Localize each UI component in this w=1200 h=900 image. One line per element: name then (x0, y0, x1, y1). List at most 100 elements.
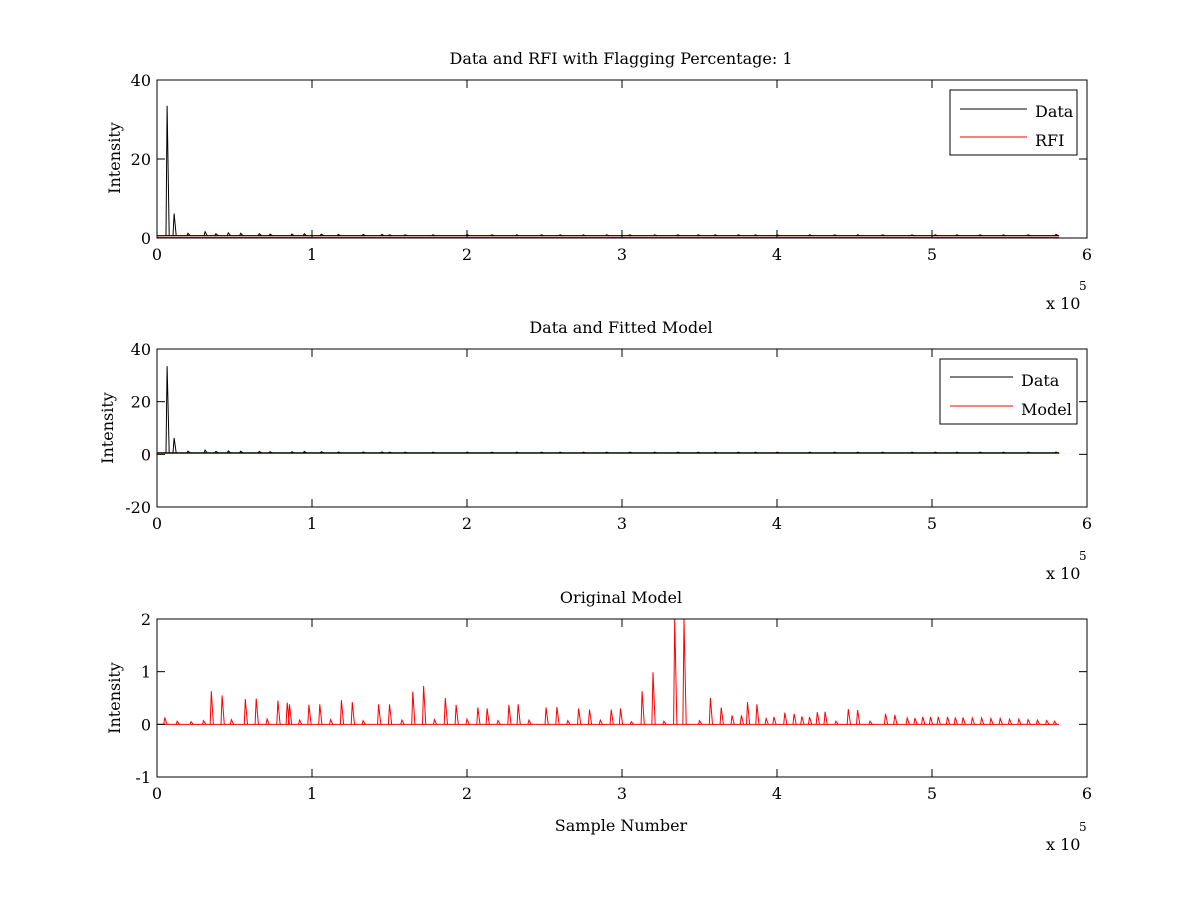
panel-2-data-spike-7 (257, 450, 262, 454)
panel-2-data-spike-39 (955, 451, 960, 454)
panel-1-xtick-label-5: 5 (927, 245, 937, 264)
panel-2-multiplier: x 10 5 (1046, 549, 1087, 583)
panel-3-model-spike-41 (609, 709, 614, 725)
panel-1-title: Data and RFI with Flagging Percentage: 1 (449, 49, 792, 68)
panel-3-model-spike-7 (243, 699, 248, 725)
panel-3-model-spike-52 (730, 715, 735, 725)
panel-3-model-spike-0 (163, 717, 168, 725)
panel-1-xtick-label-2: 2 (462, 245, 472, 264)
panel-3-model-spike-28 (465, 717, 470, 725)
panel-3-model-spike-8 (254, 698, 259, 725)
panel-1-data-spike-3 (203, 230, 208, 236)
panel-3-title: Original Model (560, 588, 682, 607)
panel-3-model-spike-21 (387, 704, 393, 725)
panel-3-model-spike-63 (823, 711, 828, 725)
panel-2-data-spike-42 (1026, 451, 1031, 454)
panel-1-data-spike-26 (653, 234, 657, 237)
panel-3-model-spike-20 (377, 704, 382, 725)
panel-3-model-spike-49 (697, 719, 703, 725)
panel-2-data-spike-14 (380, 451, 385, 454)
panel-3-model-spike-78 (970, 716, 975, 725)
panel-3-model-spike-58 (783, 712, 788, 725)
panel-1-data-spike-19 (490, 234, 495, 237)
panel-1-xtick-label-6: 6 (1082, 245, 1092, 264)
panel-2-data-spike-8 (268, 451, 273, 454)
panel-3-model-spike-15 (318, 704, 323, 725)
panel-3-model-spike-71 (913, 717, 918, 725)
panel-3-model-spike-81 (998, 716, 1003, 725)
panel-3-model-spike-62 (815, 712, 820, 725)
panel-2-xtick-label-1: 1 (307, 514, 317, 533)
panel-2-data-spike-37 (910, 451, 915, 454)
panel-3-model-spike-36 (555, 706, 560, 725)
panel-2-ytick-label-1: 0 (141, 445, 151, 464)
panel-2-data-spike-16 (403, 451, 408, 454)
panel-2-legend-label-model: Model (1021, 400, 1072, 419)
panel-1-multiplier-exponent: 5 (1079, 279, 1087, 293)
panel-2-ytick-label-2: 20 (131, 393, 151, 412)
panel-2-data-spike-30 (736, 451, 741, 454)
panel-3-model-spike-80 (989, 716, 994, 725)
panel-data-and-rfi: Data and RFI with Flagging Percentage: 1… (105, 49, 1092, 313)
panel-2-series-data (157, 366, 1060, 454)
panel-1-data-spike-16 (403, 234, 408, 237)
panel-3-model-spike-44 (640, 691, 645, 725)
panel-3-model-spike-31 (496, 719, 501, 725)
panel-3-model-spike-29 (476, 707, 481, 725)
panel-2-data-spike-35 (856, 451, 860, 454)
panel-2-data-spike-22 (558, 451, 563, 454)
panel-original-model: Original Model Intensity Sample Number 0… (105, 588, 1092, 854)
panel-3-model-spike-54 (746, 702, 751, 725)
panel-2-data-spike-29 (713, 451, 718, 454)
panel-3-model-spike-65 (846, 709, 851, 725)
panel-3-model-spike-76 (953, 717, 958, 725)
panel-3-model-spike-55 (755, 704, 760, 725)
panel-3-model-spike-68 (883, 713, 889, 725)
panel-3-model-spike-38 (577, 708, 582, 725)
panel-1-ytick-label-0: 0 (141, 229, 151, 248)
panel-3-model-spike-22 (400, 718, 405, 725)
panel-1-data-spike-17 (431, 234, 436, 237)
panel-1-data-spike-23 (581, 234, 586, 237)
panel-3-model-spike-51 (719, 707, 724, 725)
panel-1-data-spike-29 (713, 234, 718, 237)
panel-3-series-model (157, 618, 1060, 725)
panel-1-xtick-label-4: 4 (772, 245, 782, 264)
panel-1-data-spike-33 (808, 234, 812, 237)
panel-3-model-spike-73 (928, 716, 934, 725)
panel-3-model-spike-4 (209, 691, 214, 725)
panel-1-data-spike-9 (290, 233, 295, 237)
panel-3-model-spike-72 (921, 716, 926, 725)
panel-1-data-spike-0 (165, 105, 170, 236)
panel-3-model-spike-74 (936, 716, 941, 725)
panel-3-model-spike-30 (485, 708, 490, 725)
panel-1-ylabel: Intensity (105, 122, 124, 194)
panel-1-data-spike-43 (1054, 233, 1059, 237)
panel-3-ytick-label-0: -1 (135, 768, 151, 787)
panel-2-data-spike-40 (978, 451, 983, 454)
panel-1-data-spike-31 (753, 234, 758, 237)
panel-2-data-spike-3 (203, 449, 208, 454)
panel-3-model-spike-35 (544, 707, 549, 725)
panel-2-data-spike-32 (775, 451, 780, 454)
panel-2-data-spike-43 (1054, 451, 1059, 454)
panel-3-model-spike-69 (893, 714, 898, 725)
panel-3-model-spike-86 (1045, 719, 1050, 725)
panel-1-plot: 0 1 2 3 4 5 6 0 20 40 (131, 71, 1092, 264)
panel-1-data-spike-21 (540, 234, 544, 237)
panel-2-data-spike-11 (319, 451, 324, 454)
panel-1-data-spike-25 (628, 234, 633, 237)
panel-3-model-spike-14 (307, 704, 312, 725)
panel-2-ytick-label-3: 40 (131, 340, 151, 359)
panel-3-ytick-label-3: 2 (141, 610, 151, 629)
panel-3-model-spike-32 (507, 704, 512, 725)
panel-2-xtick-label-5: 5 (927, 514, 937, 533)
panel-3-model-spike-53 (739, 715, 744, 725)
panel-3-ytick-label-2: 1 (141, 663, 151, 682)
panel-3-model-spike-87 (1052, 720, 1058, 725)
panel-3-model-spike-57 (772, 716, 777, 725)
panel-3-model-spike-27 (454, 704, 459, 725)
panel-3-xtick-label-0: 0 (152, 784, 162, 803)
panel-3-model-spike-2 (189, 720, 194, 725)
panel-3-model-spike-59 (792, 713, 797, 725)
